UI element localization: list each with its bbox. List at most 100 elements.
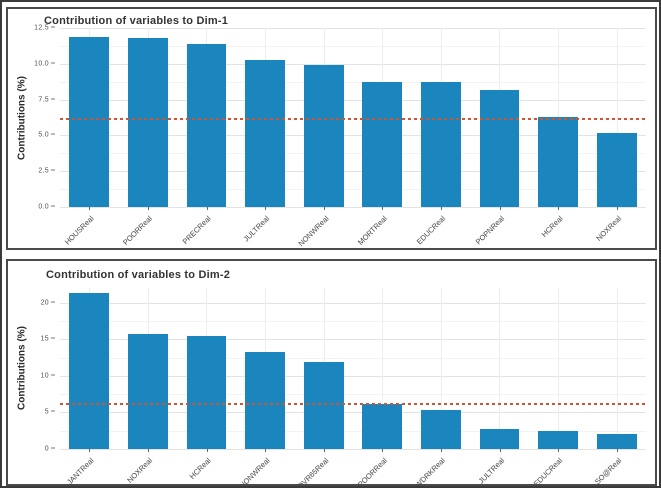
bar-POORReal bbox=[127, 38, 168, 207]
bar-slot bbox=[470, 288, 529, 449]
plot-area bbox=[60, 28, 646, 208]
bar-slot bbox=[119, 288, 178, 449]
plot-area bbox=[60, 288, 646, 450]
x-tick-text-EDUCReal: EDUCReal bbox=[532, 456, 565, 488]
bar-slot bbox=[294, 28, 353, 207]
y-tick-label: 20 bbox=[41, 299, 55, 306]
minor-gridline bbox=[60, 394, 646, 396]
bar-EDUCReal bbox=[538, 430, 578, 449]
y-axis-ticks: 0 5 10 15 20 bbox=[8, 288, 60, 453]
x-tick-mark bbox=[499, 207, 501, 210]
major-gridline bbox=[60, 302, 646, 304]
bar-NONWReal bbox=[245, 351, 285, 449]
x-tick-mark bbox=[616, 449, 618, 452]
reference-dashed-line bbox=[60, 117, 646, 120]
y-tick-mark bbox=[51, 205, 55, 207]
x-tick-text-WWDRKReal: WWDRKReal bbox=[408, 456, 448, 488]
minor-gridline bbox=[60, 45, 646, 47]
y-tick-mark bbox=[51, 98, 55, 100]
bar-POORReal bbox=[362, 404, 403, 449]
y-tick-mark bbox=[51, 133, 55, 135]
bar-slot bbox=[412, 28, 471, 207]
x-axis-labels: JANTReal NOXReal HCReal NONWReal OVR65Real PO… bbox=[60, 449, 646, 486]
chart-title-dim2: Contribution of variables to Dim-2 bbox=[46, 269, 231, 281]
major-gridline bbox=[60, 207, 646, 208]
bar-slot bbox=[60, 28, 119, 207]
dim2-contribution-chart-panel: Contribution of variables to Dim-2 Contr… bbox=[6, 259, 657, 486]
bar-slot bbox=[412, 288, 471, 449]
y-tick-text: 0.0 bbox=[38, 203, 49, 211]
bar-JULTReal bbox=[479, 428, 520, 449]
y-tick-label: 10.0 bbox=[34, 60, 55, 67]
major-gridline bbox=[60, 99, 646, 101]
bar-MORTReal bbox=[362, 82, 403, 207]
y-tick-mark bbox=[51, 62, 55, 64]
bar-slot bbox=[177, 288, 236, 449]
y-tick-text: 7.5 bbox=[38, 96, 49, 104]
y-tick-text: 0 bbox=[44, 445, 49, 453]
x-tick-mark bbox=[440, 449, 442, 452]
bar-POPNReal bbox=[479, 89, 520, 207]
bar-NONWReal bbox=[303, 65, 344, 207]
x-tick-text-HCReal: HCReal bbox=[539, 214, 565, 239]
x-tick-mark bbox=[558, 449, 560, 452]
minor-gridline bbox=[60, 81, 646, 83]
bar-slot bbox=[529, 288, 588, 449]
major-gridline bbox=[60, 375, 646, 377]
x-tick-text-POPNReal: POPNReal bbox=[473, 214, 506, 247]
bar-JANTReal bbox=[69, 293, 110, 449]
y-tick-text: 12.5 bbox=[34, 24, 49, 32]
reference-dashed-line bbox=[60, 403, 646, 406]
bar-slot bbox=[177, 28, 236, 207]
y-tick-text: 20 bbox=[40, 299, 49, 307]
minor-gridline bbox=[60, 430, 646, 432]
bars-container bbox=[60, 28, 646, 207]
x-tick-mark bbox=[382, 449, 384, 452]
x-axis-labels: HOUSReal POORReal PRECReal JULTReal NONWReal… bbox=[60, 207, 646, 250]
y-tick-label: 10 bbox=[41, 372, 55, 379]
y-tick-label: 5 bbox=[45, 409, 55, 416]
major-gridline bbox=[60, 412, 646, 414]
y-tick-label: 15 bbox=[41, 336, 55, 343]
y-tick-mark bbox=[51, 301, 55, 303]
x-tick-text-NOXReal: NOXReal bbox=[594, 214, 624, 243]
x-tick-mark bbox=[206, 449, 208, 452]
major-gridline bbox=[60, 171, 646, 173]
minor-gridline bbox=[60, 153, 646, 155]
x-tick-mark bbox=[206, 207, 208, 210]
x-tick-mark bbox=[440, 207, 442, 210]
bar-slot bbox=[587, 288, 646, 449]
bar-EDUCReal bbox=[420, 82, 461, 207]
x-tick-mark bbox=[382, 207, 384, 210]
y-tick-mark bbox=[51, 169, 55, 171]
bar-JULTReal bbox=[245, 59, 285, 207]
bar-HCReal bbox=[538, 116, 578, 207]
y-tick-mark bbox=[51, 337, 55, 339]
x-tick-text-OVR65Real: OVR65Real bbox=[295, 456, 331, 488]
x-tick-mark bbox=[616, 207, 618, 210]
y-tick-text: 2.5 bbox=[38, 167, 49, 175]
y-tick-label: 7.5 bbox=[38, 96, 55, 103]
bar-slot bbox=[294, 288, 353, 449]
x-tick-text-HCReal: HCReal bbox=[187, 456, 213, 481]
y-tick-text: 5 bbox=[44, 408, 49, 416]
y-axis-ticks: 0.0 2.5 5.0 7.5 10.0 12.5 bbox=[8, 25, 60, 211]
y-tick-label: 0 bbox=[45, 446, 55, 453]
major-gridline bbox=[60, 63, 646, 65]
x-tick-mark bbox=[323, 449, 325, 452]
bar-slot bbox=[236, 288, 295, 449]
chart-title-dim1: Contribution of variables to Dim-1 bbox=[44, 15, 229, 27]
x-tick-mark bbox=[323, 207, 325, 210]
y-tick-mark bbox=[51, 410, 55, 412]
x-tick-text-HOUSReal: HOUSReal bbox=[63, 214, 96, 247]
x-tick-text-NONWReal: NONWReal bbox=[295, 214, 331, 249]
y-tick-label: 12.5 bbox=[34, 25, 55, 32]
y-tick-text: 10.0 bbox=[34, 60, 49, 68]
major-gridline bbox=[60, 339, 646, 341]
bar-slot bbox=[119, 28, 178, 207]
y-tick-label: 0.0 bbox=[38, 204, 55, 211]
major-gridline bbox=[60, 28, 646, 29]
x-tick-mark bbox=[558, 207, 560, 210]
y-tick-mark bbox=[51, 26, 55, 28]
